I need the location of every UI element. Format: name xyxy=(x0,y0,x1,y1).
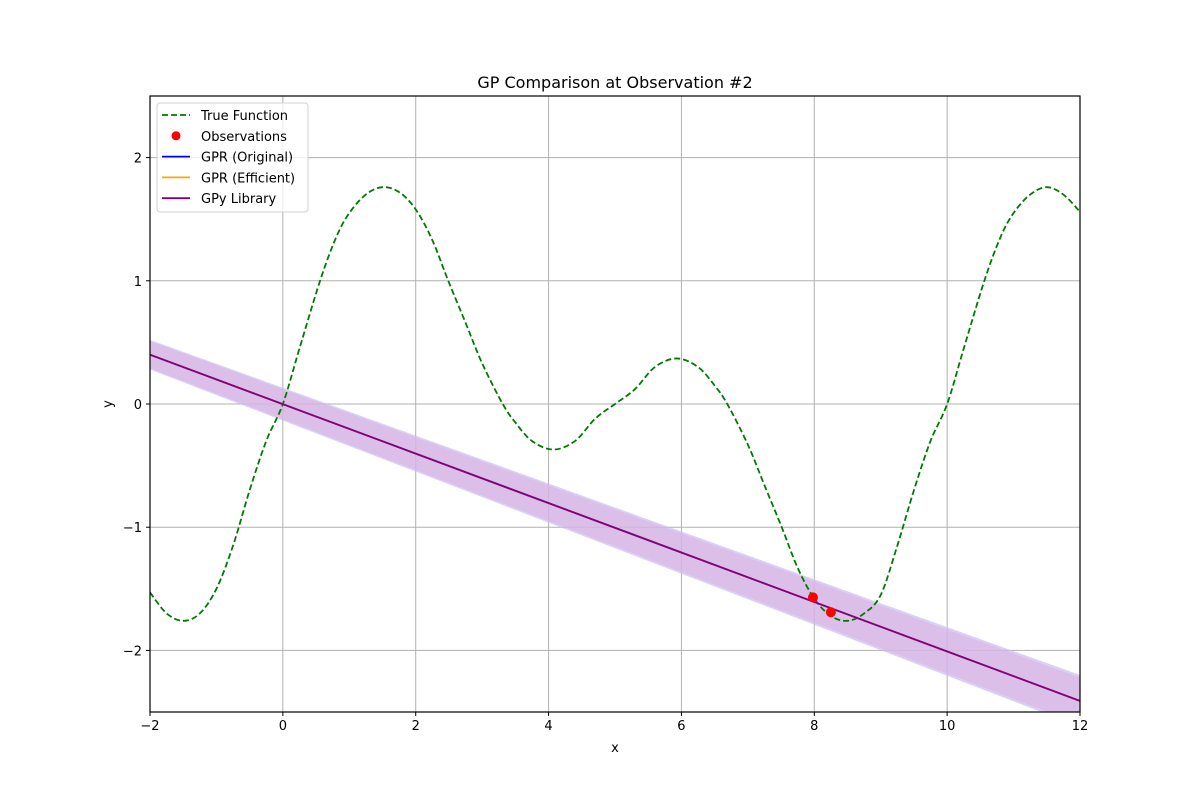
series-line-gpy-library xyxy=(150,353,1080,702)
legend-dot-icon xyxy=(171,131,181,141)
chart-title: GP Comparison at Observation #2 xyxy=(477,73,752,92)
x-tick-label: 8 xyxy=(810,719,818,734)
legend: True Function Observations GPR (Original) G… xyxy=(156,102,309,213)
legend-label: Observations xyxy=(201,130,287,145)
y-axis-label: y xyxy=(101,400,116,408)
x-tick-label: 12 xyxy=(1072,719,1089,734)
legend-item: True Function xyxy=(162,109,288,124)
confidence-band xyxy=(150,341,1080,712)
observation-point xyxy=(825,607,836,618)
x-tick-label: 2 xyxy=(412,719,420,734)
legend-item: Observations xyxy=(171,130,287,145)
x-axis-label: x xyxy=(611,741,619,756)
observation-points xyxy=(807,592,836,618)
x-tick-label: 10 xyxy=(939,719,956,734)
confidence-bands xyxy=(150,339,1080,712)
x-tick-label: 4 xyxy=(544,719,552,734)
legend-item: GPy Library xyxy=(162,192,277,207)
observation-point xyxy=(807,592,818,603)
x-tick-label: 6 xyxy=(677,719,685,734)
legend-label: GPR (Efficient) xyxy=(201,171,295,186)
legend-label: GPy Library xyxy=(201,192,277,207)
legend-label: True Function xyxy=(200,109,288,124)
x-tick-label: −2 xyxy=(140,719,159,734)
y-tick-label: 0 xyxy=(134,398,142,413)
series-lines xyxy=(150,186,1080,702)
legend-box xyxy=(156,102,309,213)
y-axis-ticks: −2 −1 0 1 2 xyxy=(123,152,150,659)
y-tick-label: −1 xyxy=(123,521,142,536)
legend-item: GPR (Efficient) xyxy=(162,171,295,186)
plot-area xyxy=(149,95,1081,713)
series-line-true-function xyxy=(150,186,1080,622)
y-tick-label: 2 xyxy=(134,152,142,167)
legend-label: GPR (Original) xyxy=(201,151,293,166)
x-tick-label: 0 xyxy=(279,719,287,734)
x-axis-ticks: −2 0 2 4 6 8 10 12 xyxy=(140,712,1088,734)
legend-item: GPR (Original) xyxy=(162,151,293,166)
y-tick-label: 1 xyxy=(134,275,142,290)
y-tick-label: −2 xyxy=(123,644,142,659)
